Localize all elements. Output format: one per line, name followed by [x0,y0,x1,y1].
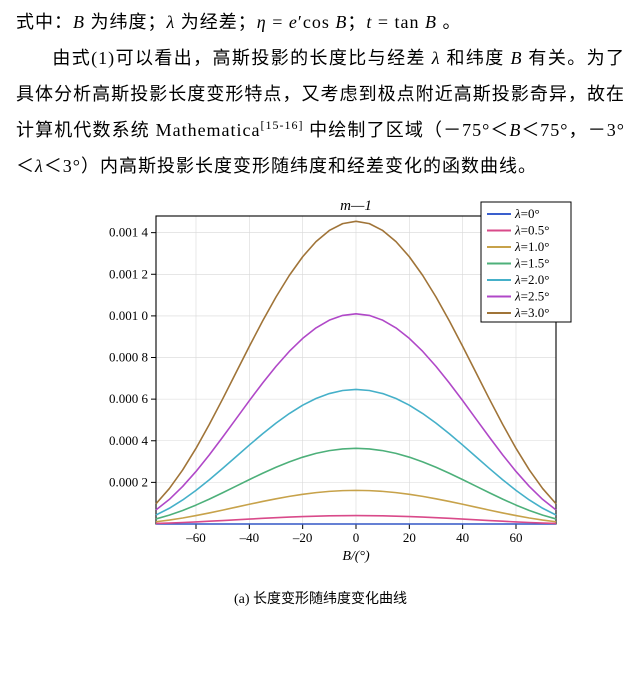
svg-text:–20: –20 [291,530,312,545]
svg-text:λ=1.5°: λ=1.5° [514,256,549,271]
svg-text:–40: –40 [238,530,258,545]
chart-caption: (a) 长度变形随纬度变化曲线 [234,586,407,614]
var-B: B [335,12,347,32]
text: 式中： [16,12,73,32]
svg-text:–60: –60 [185,530,206,545]
paragraph-1: 式中：B 为纬度；λ 为经差；η = e′cos B；t = tan B 。 [16,4,625,40]
svg-text:0.000 8: 0.000 8 [109,350,148,365]
svg-text:0: 0 [352,530,359,545]
var-B: B [73,12,85,32]
var-B: B [509,120,521,140]
paragraph-2: 由式(1)可以看出，高斯投影的长度比与经差 λ 和纬度 B 有关。为了具体分析高… [16,40,625,184]
svg-text:20: 20 [402,530,415,545]
citation-ref: [15-16] [261,118,304,132]
svg-text:λ=0°: λ=0° [514,206,540,221]
var-B: B [425,12,437,32]
tan: tan [395,12,426,32]
text: = [372,12,394,32]
svg-text:0.000 6: 0.000 6 [109,391,149,406]
svg-text:λ=0.5°: λ=0.5° [514,223,549,238]
text: 由式(1)可以看出，高斯投影的长度比与经差 [52,48,432,68]
svg-text:λ=2.5°: λ=2.5° [514,289,549,304]
svg-text:0.000 4: 0.000 4 [109,433,149,448]
text: ； [347,12,366,32]
var-e: e [289,12,298,32]
cos: cos [303,12,336,32]
svg-text:60: 60 [509,530,522,545]
text: 。 [437,12,462,32]
chart-figure: –60 –40 –20 0 20 40 60 0.000 2 0.000 4 0.000 6 0.0… [16,194,625,614]
svg-text:λ=2.0°: λ=2.0° [514,272,549,287]
text: 为经差； [175,12,257,32]
svg-text:40: 40 [456,530,469,545]
var-B: B [511,48,523,68]
svg-text:λ=3.0°: λ=3.0° [514,305,549,320]
var-lambda: λ [35,156,44,176]
var-eta: η [257,12,267,32]
svg-text:m—1: m—1 [340,198,372,214]
var-lambda: λ [432,48,441,68]
svg-text:0.001 4: 0.001 4 [109,225,149,240]
svg-text:0.001 2: 0.001 2 [109,266,148,281]
text: = [267,12,289,32]
var-lambda: λ [167,12,176,32]
text: 为纬度； [85,12,167,32]
text: ＜3°）内高斯投影长度变形随纬度和经差变化的函数曲线。 [44,156,537,176]
svg-text:0.001 0: 0.001 0 [109,308,148,323]
svg-text:0.000 2: 0.000 2 [109,474,148,489]
svg-text:λ=1.0°: λ=1.0° [514,239,549,254]
text: 中绘制了区域（－75°＜ [304,120,510,140]
line-chart: –60 –40 –20 0 20 40 60 0.000 2 0.000 4 0.000 6 0.0… [61,194,581,584]
text: 和纬度 [441,48,511,68]
svg-text:B/(°): B/(°) [342,549,370,564]
